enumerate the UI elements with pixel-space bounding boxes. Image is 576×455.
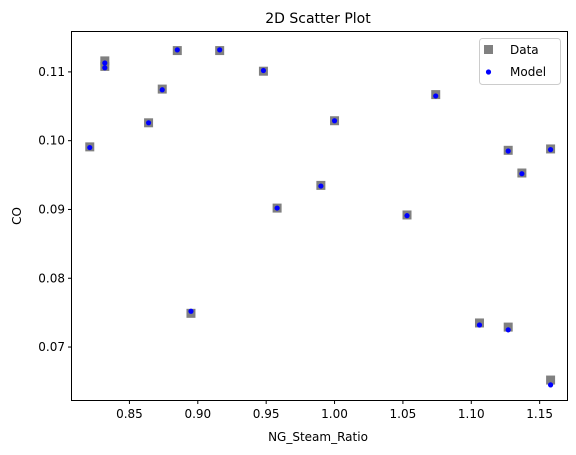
model-point [318,183,324,189]
model-point [433,93,439,99]
model-point [87,144,93,151]
y-tick-label: 0.08 [38,271,65,285]
model-point [188,308,194,314]
x-tick-label: 1.10 [458,407,485,421]
legend-label-model: Model [510,65,546,79]
legend: Data Model [479,38,561,85]
model-point [404,213,410,219]
y-axis: 0.07 0.08 0.09 0.10 0.11 [38,65,72,354]
x-tick-label: 0.95 [253,407,280,421]
x-tick-label: 0.85 [116,407,143,421]
x-tick-label: 1.15 [526,407,553,421]
model-point [217,47,223,53]
legend-marker-data [484,45,493,54]
model-point [102,60,108,66]
model-point [331,118,338,124]
model-point [547,147,554,153]
model-point [102,65,108,71]
x-tick-label: 1.00 [321,407,348,421]
x-axis-label: NG_Steam_Ratio [268,430,368,444]
model-point [547,382,554,388]
y-tick-label: 0.11 [38,65,65,79]
model-point [476,322,483,328]
chart-title: 2D Scatter Plot [265,11,371,27]
y-axis-label: CO [10,207,24,225]
legend-marker-model [485,69,492,75]
x-tick-label: 0.90 [184,407,211,421]
model-point [274,205,280,211]
plot-frame [71,31,568,401]
y-tick-label: 0.07 [38,340,65,354]
model-point [505,148,511,154]
data-point [546,375,556,385]
legend-label-data: Data [510,43,539,57]
model-point [159,87,165,93]
model-point [505,327,511,333]
y-tick-label: 0.10 [38,134,65,148]
legend-box [479,38,561,85]
model-point [174,47,180,53]
y-tick-label: 0.09 [38,202,65,216]
x-tick-label: 1.05 [390,407,417,421]
model-point [519,171,525,177]
x-axis: 0.85 0.90 0.95 1.00 1.05 1.10 1.15 [116,400,553,421]
model-point [145,120,152,126]
data-point [503,322,513,332]
model-point [260,67,267,74]
plot-area [85,46,556,388]
